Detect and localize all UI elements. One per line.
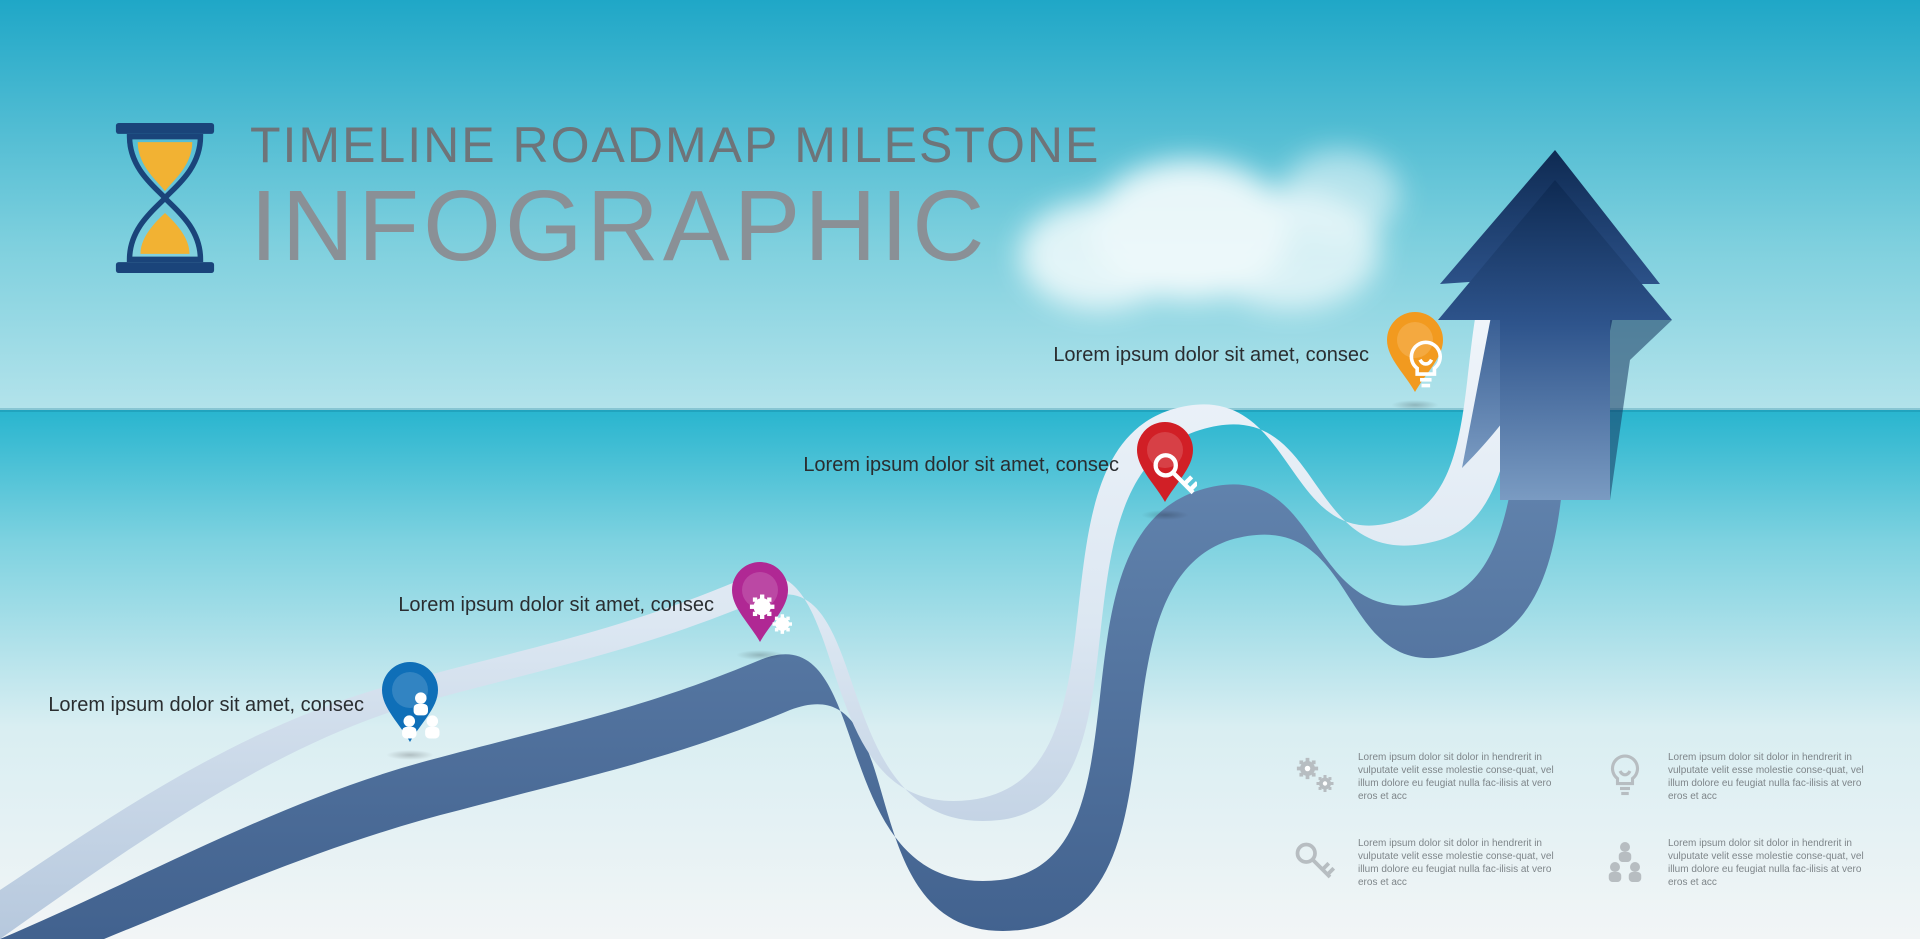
footer-info-grid: Lorem ipsum dolor sit dolor in hendrerit… bbox=[1290, 751, 1870, 889]
milestone-pin-4: Lorem ipsum dolor sit amet, consec bbox=[1383, 310, 1447, 410]
pin-marker-icon bbox=[728, 560, 792, 652]
title-line2: INFOGRAPHIC bbox=[250, 176, 1100, 276]
pin-marker-icon bbox=[1133, 420, 1197, 512]
footer-info-item-2: Lorem ipsum dolor sit dolor in hendrerit… bbox=[1600, 751, 1870, 803]
horizon-line bbox=[0, 408, 1920, 412]
milestone-label: Lorem ipsum dolor sit amet, consec bbox=[398, 594, 714, 617]
gears-icon bbox=[1290, 751, 1340, 801]
milestone-pin-3: Lorem ipsum dolor sit amet, consec bbox=[1133, 420, 1197, 520]
footer-info-item-1: Lorem ipsum dolor sit dolor in hendrerit… bbox=[1290, 751, 1560, 803]
scene: TIMELINE ROADMAP MILESTONE INFOGRAPHIC L… bbox=[0, 0, 1920, 939]
milestone-label: Lorem ipsum dolor sit amet, consec bbox=[803, 454, 1119, 477]
title-block: TIMELINE ROADMAP MILESTONE INFOGRAPHIC bbox=[110, 120, 1100, 276]
footer-info-item-4: Lorem ipsum dolor sit dolor in hendrerit… bbox=[1600, 837, 1870, 889]
hourglass-icon bbox=[110, 123, 220, 273]
footer-info-item-3: Lorem ipsum dolor sit dolor in hendrerit… bbox=[1290, 837, 1560, 889]
footer-info-text: Lorem ipsum dolor sit dolor in hendrerit… bbox=[1358, 837, 1560, 889]
milestone-label: Lorem ipsum dolor sit amet, consec bbox=[1053, 344, 1369, 367]
pin-marker-icon bbox=[378, 660, 442, 752]
milestone-label: Lorem ipsum dolor sit amet, consec bbox=[48, 694, 364, 717]
milestone-pin-1: Lorem ipsum dolor sit amet, consec bbox=[378, 660, 442, 760]
footer-info-text: Lorem ipsum dolor sit dolor in hendrerit… bbox=[1668, 751, 1870, 803]
title-line1: TIMELINE ROADMAP MILESTONE bbox=[250, 120, 1100, 170]
pin-marker-icon bbox=[1383, 310, 1447, 402]
footer-info-text: Lorem ipsum dolor sit dolor in hendrerit… bbox=[1358, 751, 1560, 803]
milestone-pin-2: Lorem ipsum dolor sit amet, consec bbox=[728, 560, 792, 660]
key-icon bbox=[1290, 837, 1340, 887]
people-pyramid-icon bbox=[1600, 837, 1650, 887]
footer-info-text: Lorem ipsum dolor sit dolor in hendrerit… bbox=[1668, 837, 1870, 889]
lightbulb-icon bbox=[1600, 751, 1650, 801]
